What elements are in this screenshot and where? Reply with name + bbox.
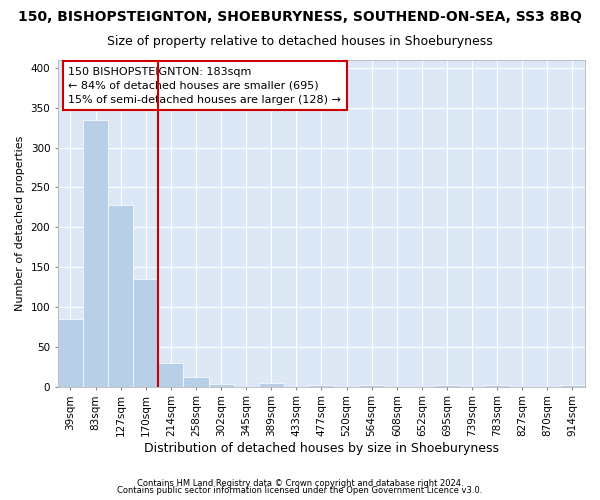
Bar bbox=[209, 384, 233, 386]
Bar bbox=[309, 385, 334, 386]
Bar bbox=[485, 385, 510, 386]
Bar bbox=[133, 279, 158, 386]
Bar bbox=[158, 363, 184, 386]
Bar bbox=[108, 205, 133, 386]
Text: 150 BISHOPSTEIGNTON: 183sqm
← 84% of detached houses are smaller (695)
15% of se: 150 BISHOPSTEIGNTON: 183sqm ← 84% of det… bbox=[68, 66, 341, 104]
X-axis label: Distribution of detached houses by size in Shoeburyness: Distribution of detached houses by size … bbox=[144, 442, 499, 455]
Text: Contains public sector information licensed under the Open Government Licence v3: Contains public sector information licen… bbox=[118, 486, 482, 495]
Text: Contains HM Land Registry data © Crown copyright and database right 2024.: Contains HM Land Registry data © Crown c… bbox=[137, 478, 463, 488]
Bar bbox=[184, 377, 209, 386]
Bar bbox=[434, 385, 460, 386]
Bar bbox=[259, 384, 284, 386]
Bar bbox=[560, 385, 585, 386]
Bar bbox=[58, 319, 83, 386]
Bar bbox=[83, 120, 108, 386]
Y-axis label: Number of detached properties: Number of detached properties bbox=[15, 136, 25, 311]
Text: Size of property relative to detached houses in Shoeburyness: Size of property relative to detached ho… bbox=[107, 35, 493, 48]
Text: 150, BISHOPSTEIGNTON, SHOEBURYNESS, SOUTHEND-ON-SEA, SS3 8BQ: 150, BISHOPSTEIGNTON, SHOEBURYNESS, SOUT… bbox=[18, 10, 582, 24]
Bar bbox=[359, 385, 384, 386]
